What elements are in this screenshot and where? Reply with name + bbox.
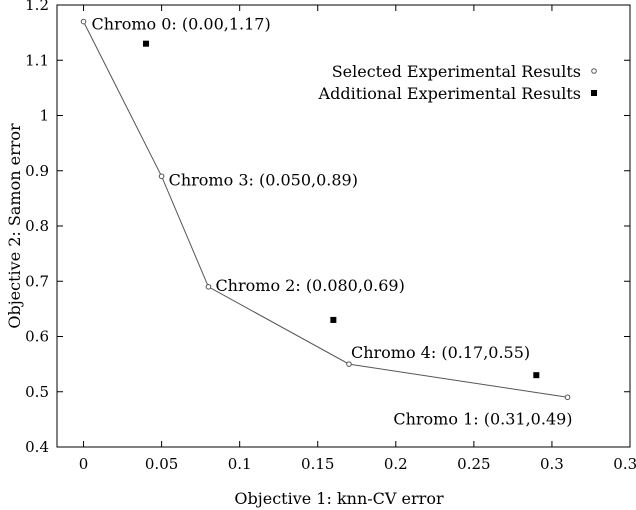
- selected-point: [346, 361, 352, 367]
- data-series: [80, 18, 571, 401]
- legend-label: Selected Experimental Results: [332, 62, 581, 81]
- selected-point: [158, 173, 165, 180]
- x-tick-label: 0.35: [613, 455, 636, 473]
- y-axis-label: Objective 2: Samon error: [5, 123, 24, 329]
- point-label: Chromo 3: (0.050,0.89): [169, 170, 358, 189]
- axis-ticks: 0 0.05 0.1 0.15 0.2 0.25 0.3 0.35 0.4 0.5 0.6 0.7 0.…: [25, 0, 636, 473]
- y-tick-label: 0.6: [25, 328, 49, 346]
- legend-marker-selected: [591, 68, 597, 74]
- x-tick-label: 0.1: [228, 455, 252, 473]
- point-labels: Chromo 0: (0.00,1.17) Chromo 3: (0.050,0.…: [92, 15, 573, 429]
- x-tick-label: 0.05: [145, 455, 178, 473]
- selected-point: [564, 394, 571, 401]
- additional-point: [533, 372, 540, 379]
- y-tick-label: 1: [39, 107, 49, 125]
- point-label: Chromo 2: (0.080,0.69): [215, 276, 404, 295]
- legend: Selected Experimental Results Additional …: [318, 62, 597, 103]
- x-tick-label: 0.2: [384, 455, 408, 473]
- legend-label: Additional Experimental Results: [318, 84, 581, 103]
- point-label: Chromo 4: (0.17,0.55): [351, 343, 530, 362]
- y-tick-label: 1.2: [25, 0, 49, 14]
- selected-point: [205, 283, 212, 290]
- x-axis-label: Objective 1: knn-CV error: [234, 489, 444, 508]
- y-tick-label: 1.1: [25, 51, 49, 69]
- x-tick-label: 0: [79, 455, 89, 473]
- x-tick-label: 0.15: [301, 455, 334, 473]
- additional-point: [330, 316, 337, 323]
- additional-point: [142, 40, 149, 47]
- selected-point: [80, 18, 87, 25]
- x-tick-label: 0.3: [540, 455, 564, 473]
- point-label: Chromo 1: (0.31,0.49): [393, 409, 572, 428]
- y-tick-label: 0.7: [25, 272, 49, 290]
- y-tick-label: 0.8: [25, 217, 49, 235]
- legend-marker-additional: [591, 90, 597, 96]
- x-tick-label: 0.25: [457, 455, 490, 473]
- y-tick-label: 0.5: [25, 383, 49, 401]
- point-label: Chromo 0: (0.00,1.17): [92, 15, 271, 34]
- y-tick-label: 0.9: [25, 162, 49, 180]
- y-tick-label: 0.4: [25, 438, 49, 456]
